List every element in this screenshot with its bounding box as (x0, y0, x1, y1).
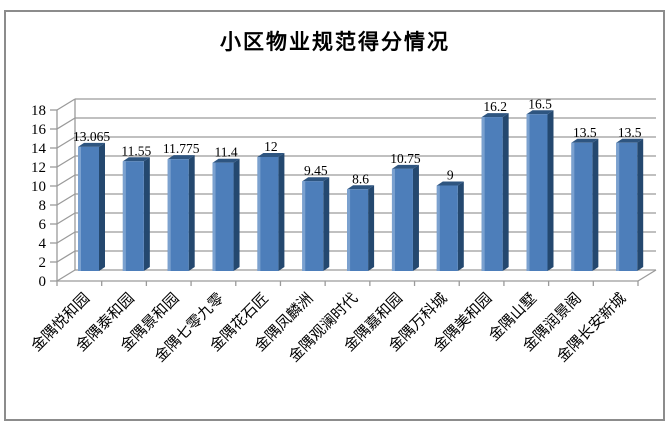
y-tick-label: 2 (39, 255, 47, 271)
gridline-slant (56, 250, 76, 263)
bar (347, 189, 369, 271)
bar-value-label: 11.4 (214, 145, 237, 160)
y-tick-label: 18 (31, 103, 46, 119)
bar-top-face (302, 177, 330, 182)
gridline-slant (56, 155, 76, 168)
y-tick-label: 14 (31, 141, 47, 157)
bar-highlight (526, 114, 530, 271)
y-tick-label: 16 (31, 122, 47, 138)
gridline-slant (56, 117, 76, 130)
bar (257, 157, 279, 271)
bar-highlight (571, 142, 575, 271)
bar-value-label: 13.065 (73, 129, 110, 144)
bar (78, 146, 99, 271)
y-tick-label: 4 (39, 236, 47, 252)
bar (616, 142, 638, 271)
bar-top-face (257, 153, 285, 157)
bar-highlight (391, 168, 395, 271)
bar-top-face (481, 113, 509, 118)
gridline-slant (56, 269, 76, 282)
bar-side-face (637, 138, 644, 271)
bar-highlight (212, 162, 216, 271)
bar (436, 185, 458, 271)
bar-side-face (457, 181, 464, 271)
bar-value-label: 11.55 (121, 143, 151, 158)
bar-highlight (167, 159, 171, 271)
bar-top-face (571, 138, 599, 143)
bar (122, 161, 144, 271)
gridline-slant (56, 212, 76, 225)
bar (212, 162, 234, 271)
y-tick-label: 6 (39, 217, 47, 233)
bar-top-face (167, 155, 195, 160)
gridline-slant (56, 98, 76, 111)
bar-highlight (302, 181, 306, 271)
bar (391, 168, 413, 271)
bar-value-label: 12 (264, 139, 278, 154)
bar-highlight (436, 185, 440, 271)
y-tick-label: 12 (31, 160, 46, 176)
bar-highlight (347, 189, 351, 271)
bar-highlight (481, 117, 485, 271)
bar-value-label: 13.5 (573, 125, 597, 140)
bar (302, 181, 324, 271)
y-tick-label: 8 (39, 198, 47, 214)
gridline-slant (56, 193, 76, 206)
bar-top-face (212, 158, 240, 163)
bar (481, 117, 503, 271)
bar (526, 114, 548, 271)
bar-value-label: 9.45 (304, 163, 328, 178)
bar-side-face (547, 110, 554, 271)
bar-side-face (368, 185, 375, 271)
bar-value-label: 13.5 (618, 125, 642, 140)
chart-title: 小区物业规范得分情况 (220, 29, 450, 54)
bar-value-label: 11.775 (163, 141, 200, 156)
bar-top-face (436, 181, 464, 186)
bar-value-label: 9 (447, 168, 454, 183)
bar-value-label: 8.6 (352, 171, 369, 186)
bar-top-face (347, 185, 375, 190)
gridline-slant (56, 136, 76, 149)
bar-highlight (122, 161, 126, 271)
bar-top-face (526, 110, 554, 115)
bar-side-face (99, 142, 105, 271)
gridline-slant (56, 231, 76, 244)
bar (167, 159, 189, 271)
y-tick-label: 0 (39, 274, 47, 290)
bar-side-face (143, 157, 150, 271)
bar-top-face (78, 142, 105, 147)
bar-side-face (233, 158, 240, 271)
bar-top-face (122, 157, 150, 162)
bar-highlight (616, 142, 620, 271)
bar-side-face (592, 138, 599, 271)
bar-top-face (391, 164, 419, 169)
floor-right-edge (637, 269, 657, 282)
gridline-slant (56, 174, 76, 187)
bar-highlight (257, 157, 261, 271)
bar-value-label: 16.5 (528, 96, 552, 111)
bar-top-face (616, 138, 644, 143)
bar-side-face (278, 153, 285, 271)
bar (571, 142, 593, 271)
bar-side-face (412, 164, 419, 271)
bar-side-face (188, 155, 195, 271)
bar-value-label: 10.75 (390, 151, 421, 166)
bar-side-face (502, 113, 509, 271)
bar-value-label: 16.2 (483, 99, 507, 114)
bar-side-face (323, 177, 330, 271)
bar-highlight (78, 146, 81, 271)
y-tick-label: 10 (31, 179, 46, 195)
